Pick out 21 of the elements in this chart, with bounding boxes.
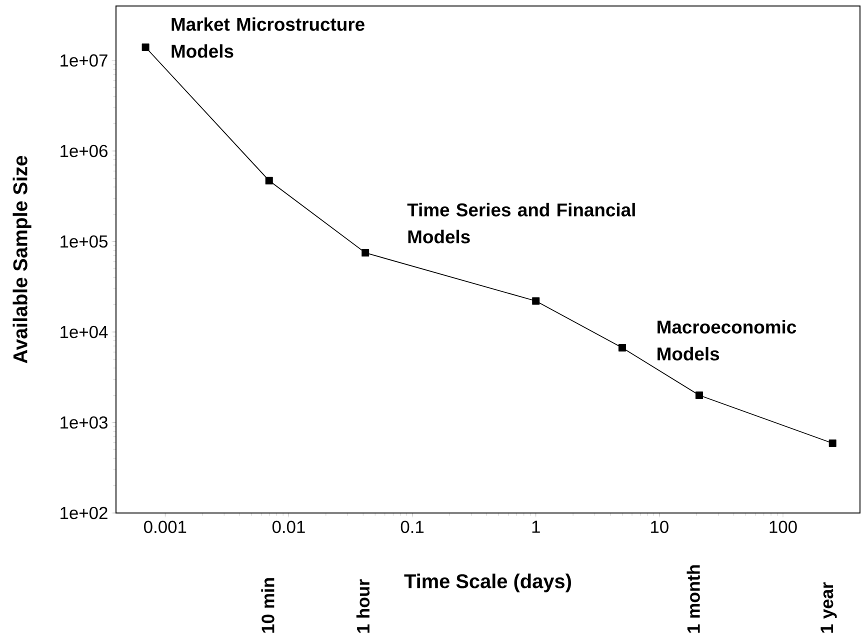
y-tick-label: 1e+02 [60, 506, 108, 520]
text: 1 month [686, 565, 700, 633]
annotation: Market Microstructure Models [172, 17, 364, 58]
x-tick-label: 1 [532, 520, 540, 533]
annotation: Time Series and Financial Models [407, 202, 635, 244]
x-tick-label: 100 [770, 520, 797, 534]
x-tick-label: 0.1 [400, 520, 424, 534]
y-axis-title: Available Sample Size [12, 156, 32, 364]
y-tick-label: 1e+03 [60, 416, 108, 429]
y-tick-label: 1e+06 [60, 144, 108, 158]
x-tick-label: 10 [651, 520, 668, 534]
y-tick-label: 1e+05 [60, 235, 108, 248]
x-tick-label: 0.001 [144, 520, 186, 534]
text: 1 hour [356, 579, 370, 633]
annotation: Macroeconomic Models [658, 320, 796, 360]
x-tick-label: 0.01 [272, 520, 305, 534]
y-tick-label: 1e+04 [60, 326, 108, 338]
text: 10 min [261, 578, 274, 633]
x-axis-title: Time Scale (days) [404, 574, 571, 592]
y-tick-label: 1e+07 [60, 54, 108, 67]
text: 1 year [820, 582, 837, 633]
